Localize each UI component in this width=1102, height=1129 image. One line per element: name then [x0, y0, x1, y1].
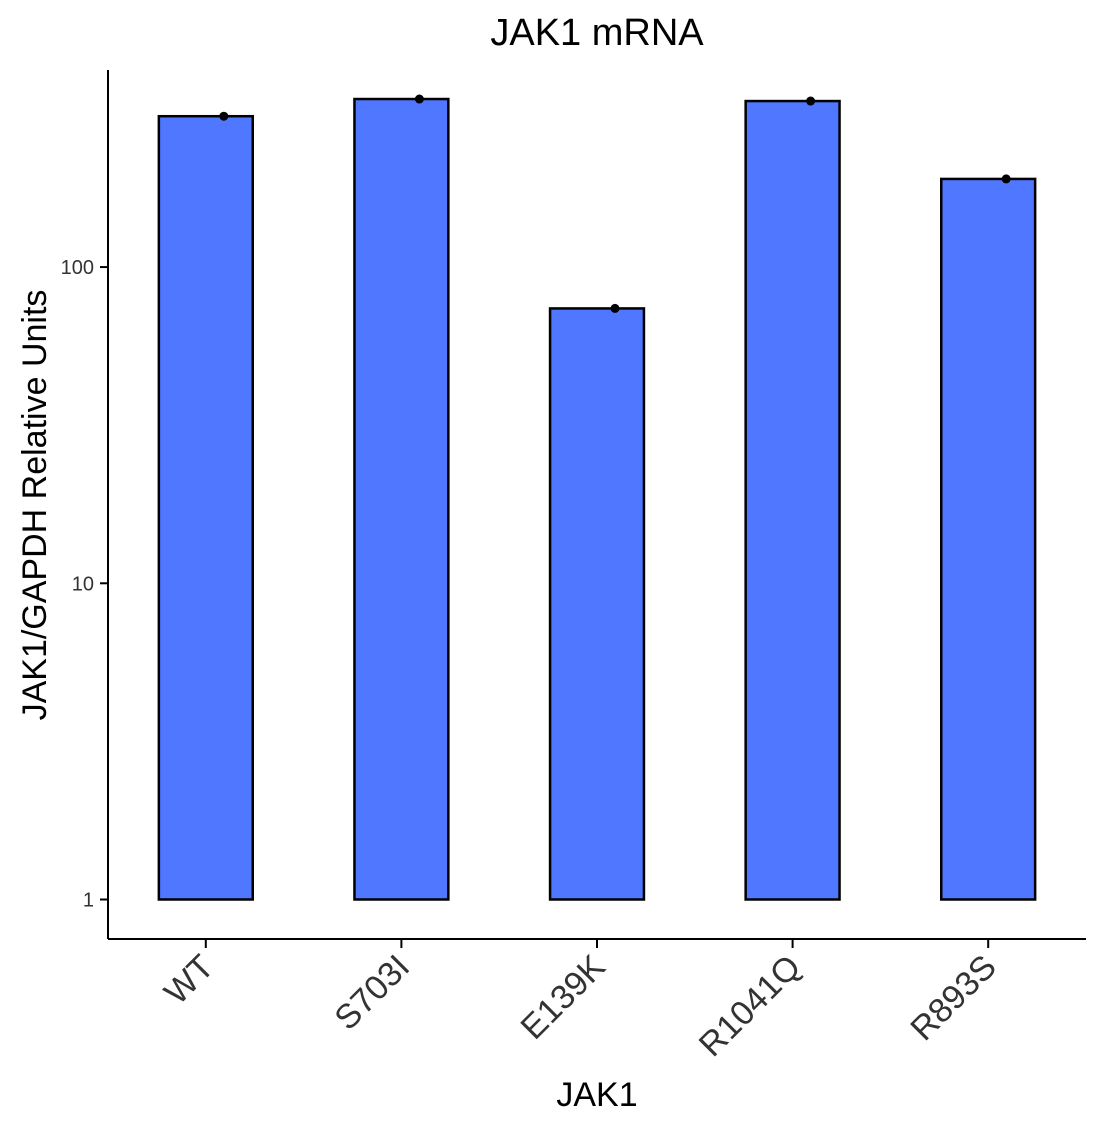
point-e139k	[610, 303, 620, 313]
bar-r893s	[940, 177, 1037, 901]
y-axis-label: JAK1/GAPDH Relative Units	[16, 290, 54, 721]
x-tick-label-e139k: E139K	[514, 948, 613, 1047]
y-tick-label-10: 10	[72, 573, 94, 595]
bars-layer	[157, 97, 1037, 901]
y-tick-label-100: 100	[61, 257, 94, 279]
x-tick-label-s703i: S703I	[327, 948, 417, 1038]
point-r1041q	[806, 96, 816, 106]
x-tick-label-wt: WT	[157, 948, 221, 1012]
point-wt	[219, 111, 229, 121]
x-tick-label-r1041q: R1041Q	[692, 948, 808, 1064]
x-tick-label-r893s: R893S	[903, 948, 1003, 1048]
chart-title: JAK1 mRNA	[490, 12, 704, 54]
y-tick-label-1: 1	[83, 889, 94, 911]
y-ticks-layer: 1 10 100	[61, 257, 108, 911]
point-r893s	[1001, 174, 1011, 184]
bar-r1041q	[744, 99, 841, 901]
bar-wt	[157, 114, 254, 901]
bar-s703i	[353, 97, 450, 901]
points-layer	[219, 94, 1011, 313]
bar-e139k	[548, 307, 646, 901]
x-axis-label: JAK1	[556, 1076, 637, 1114]
x-ticks-layer: WT S703I E139K R1041Q R893S	[157, 939, 1004, 1064]
point-s703i	[414, 94, 424, 104]
